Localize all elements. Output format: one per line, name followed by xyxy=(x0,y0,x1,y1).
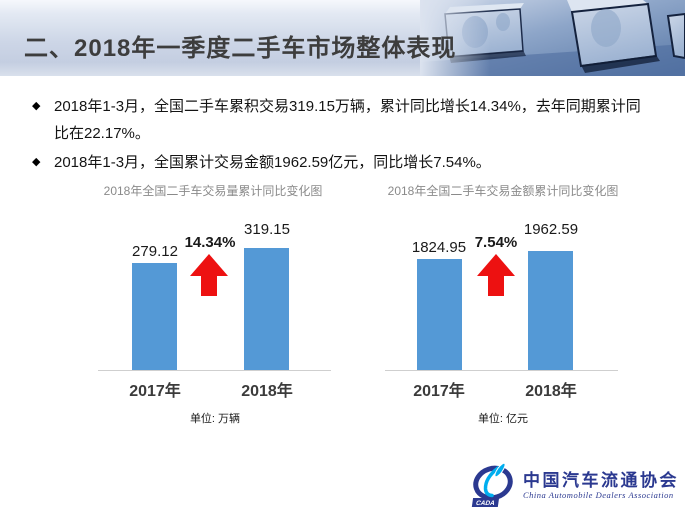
cube-middle xyxy=(567,0,660,73)
category-label-2018: 2018年 xyxy=(525,383,577,400)
bullet-list: ◆ 2018年1-3月，全国二手车累积交易319.15万辆，累计同比增长14.3… xyxy=(32,93,652,176)
value-label-2018-volume: 319.15 xyxy=(244,221,290,238)
cada-emblem-icon: CADA xyxy=(471,463,513,507)
bar-2017-volume xyxy=(132,263,177,371)
category-label-2017: 2017年 xyxy=(129,383,181,400)
category-label-2017: 2017年 xyxy=(413,383,465,400)
logo-name-english: China Automobile Dealers Association xyxy=(523,489,674,500)
bullet-item-2: ◆ 2018年1-3月，全国累计交易金额1962.59亿元，同比增长7.54%。 xyxy=(32,149,652,176)
cada-acronym: CADA xyxy=(475,500,495,507)
unit-label-amount: 单位: 亿元 xyxy=(477,413,529,425)
up-arrow-head xyxy=(190,254,228,276)
logo-names: 中国汽车流通协会 China Automobile Dealers Associ… xyxy=(523,471,679,500)
bullet-item-1: ◆ 2018年1-3月，全国二手车累积交易319.15万辆，累计同比增长14.3… xyxy=(32,93,652,147)
value-label-2017-volume: 279.12 xyxy=(132,243,178,260)
growth-label-amount: 7.54% xyxy=(474,234,518,251)
cube-right xyxy=(666,12,685,60)
page-title: 二、2018年一季度二手车市场整体表现 xyxy=(24,35,457,62)
logo-name-chinese: 中国汽车流通协会 xyxy=(523,471,679,491)
up-arrow-icon xyxy=(190,254,228,296)
growth-label-volume: 14.34% xyxy=(184,234,236,251)
bar-2018-volume xyxy=(244,248,289,371)
value-label-2017-amount: 1824.95 xyxy=(411,239,467,256)
up-arrow-head xyxy=(477,254,515,276)
chart-amount-title: 2018年全国二手车交易金额累计同比变化图 xyxy=(387,184,619,198)
unit-label-volume: 单位: 万辆 xyxy=(189,413,241,425)
up-arrow-stem xyxy=(488,276,504,296)
category-label-2018: 2018年 xyxy=(241,383,293,400)
bullet-text-2: 2018年1-3月，全国累计交易金额1962.59亿元，同比增长7.54%。 xyxy=(54,154,491,171)
bar-2018-amount xyxy=(528,251,573,371)
diamond-bullet-icon: ◆ xyxy=(32,100,41,112)
header-banner: 二、2018年一季度二手车市场整体表现 xyxy=(0,0,685,76)
cubes-photo-decoration xyxy=(420,0,685,76)
up-arrow-stem xyxy=(201,276,217,296)
bar-2017-amount xyxy=(417,259,462,371)
bullet-text-1: 2018年1-3月，全国二手车累积交易319.15万辆，累计同比增长14.34%… xyxy=(54,98,641,142)
up-arrow-icon xyxy=(477,254,515,296)
x-axis-line xyxy=(385,370,618,371)
chart-volume-title: 2018年全国二手车交易量累计同比变化图 xyxy=(103,184,323,198)
cada-logo: CADA 中国汽车流通协会 China Automobile Dealers A… xyxy=(471,463,679,509)
diamond-bullet-icon: ◆ xyxy=(32,156,41,168)
x-axis-line xyxy=(98,370,331,371)
value-label-2018-amount: 1962.59 xyxy=(523,221,579,238)
